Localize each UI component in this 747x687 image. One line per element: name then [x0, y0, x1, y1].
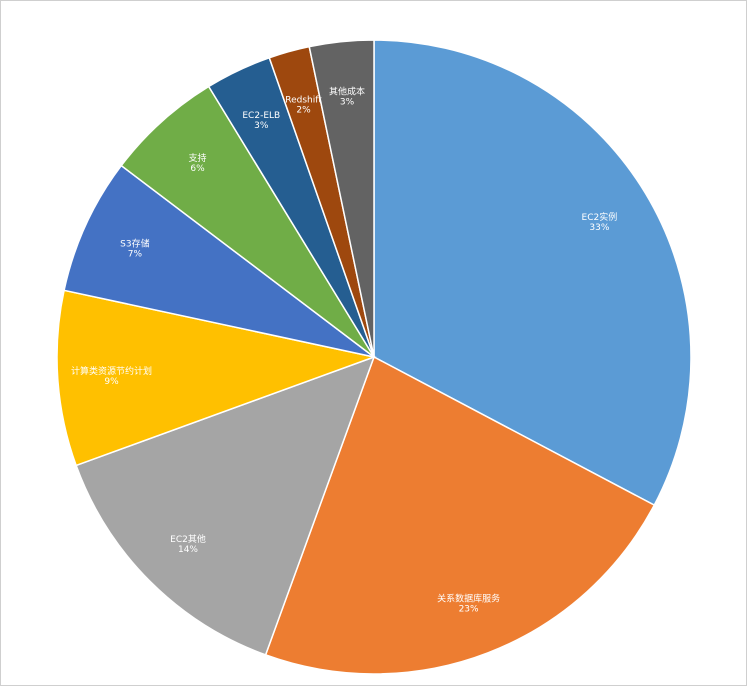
slice-label: 计算类资源节约计划 9% [71, 365, 152, 387]
slice-percent: 3% [254, 121, 269, 131]
pie-labels: EC2实例 33% 关系数据库服务 23% EC2其他 14% 计算类资源节约计划 9% S3存… [71, 85, 617, 614]
slice-percent: 23% [459, 605, 479, 615]
slice-percent: 33% [589, 223, 609, 233]
slice-name: 关系数据库服务 [437, 593, 500, 605]
slice-name: EC2实例 [582, 211, 618, 223]
pie-slices [56, 39, 692, 675]
slice-label: 关系数据库服务 23% [437, 593, 500, 615]
slice-name: S3存储 [120, 237, 149, 249]
slice-name: Redshift [285, 96, 322, 106]
slice-name: 支持 [188, 152, 206, 164]
pie-slice [56, 289, 377, 467]
pie-slice [373, 39, 692, 507]
slice-percent: 14% [178, 545, 198, 555]
pie-slice [264, 355, 656, 675]
slice-percent: 3% [340, 97, 355, 107]
pie-slice [75, 355, 376, 656]
pie-slice [63, 164, 375, 358]
slice-name: 计算类资源节约计划 [71, 365, 152, 377]
slice-name: 其他成本 [329, 85, 365, 97]
slice-label: EC2其他 14% [170, 533, 206, 555]
slice-label: 其他成本 3% [329, 85, 365, 107]
slice-name: EC2-ELB [242, 111, 280, 121]
slice-label: S3存储 7% [120, 237, 149, 259]
slice-label: Redshift 2% [285, 96, 322, 116]
slice-percent: 7% [128, 249, 143, 259]
slice-label: EC2实例 33% [582, 211, 618, 233]
slice-label: 支持 6% [188, 152, 206, 174]
slice-label: EC2-ELB 3% [242, 111, 280, 131]
pie-slice [308, 39, 375, 358]
slice-name: EC2其他 [170, 533, 206, 545]
slice-percent: 2% [296, 106, 311, 116]
slice-percent: 9% [104, 377, 119, 387]
slice-percent: 6% [190, 164, 205, 174]
